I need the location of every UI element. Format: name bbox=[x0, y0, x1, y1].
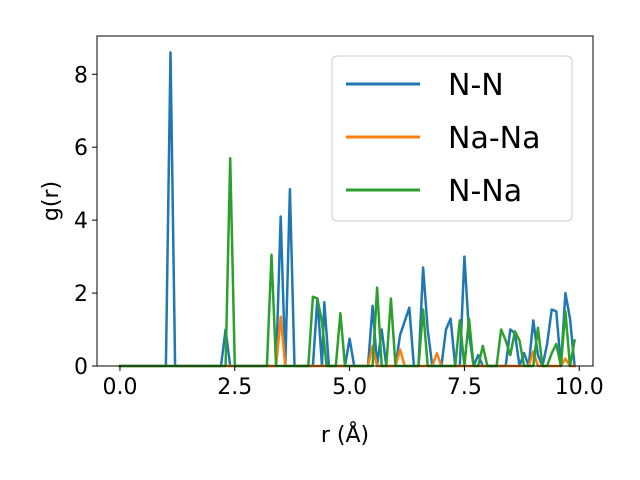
plot-frame bbox=[96, 35, 594, 367]
legend-label-n-na: N-Na bbox=[448, 174, 522, 209]
y-axis: 0 2 4 6 8 bbox=[74, 63, 97, 380]
y-axis-label: g(r) bbox=[39, 181, 64, 221]
x-tick-label: 5.0 bbox=[332, 375, 367, 400]
y-tick-label: 4 bbox=[74, 209, 88, 234]
legend-label-n-n: N-N bbox=[448, 68, 504, 103]
legend-items: N-N Na-Na N-Na bbox=[346, 68, 540, 209]
x-axis: 0.0 2.5 5.0 7.5 10.0 bbox=[102, 366, 604, 400]
x-axis-label: r (Å) bbox=[321, 421, 369, 448]
x-tick-label: 0.0 bbox=[102, 375, 137, 400]
x-tick-label: 2.5 bbox=[217, 375, 252, 400]
legend-box bbox=[331, 55, 573, 222]
legend: N-N Na-Na N-Na bbox=[331, 55, 573, 222]
y-tick-label: 0 bbox=[74, 355, 88, 380]
x-tick-label: 10.0 bbox=[555, 375, 604, 400]
y-tick-label: 6 bbox=[74, 136, 88, 161]
y-tick-label: 8 bbox=[74, 63, 88, 88]
y-tick-label: 2 bbox=[74, 282, 88, 307]
x-tick-label: 7.5 bbox=[447, 375, 482, 400]
legend-label-na-na: Na-Na bbox=[448, 121, 540, 156]
